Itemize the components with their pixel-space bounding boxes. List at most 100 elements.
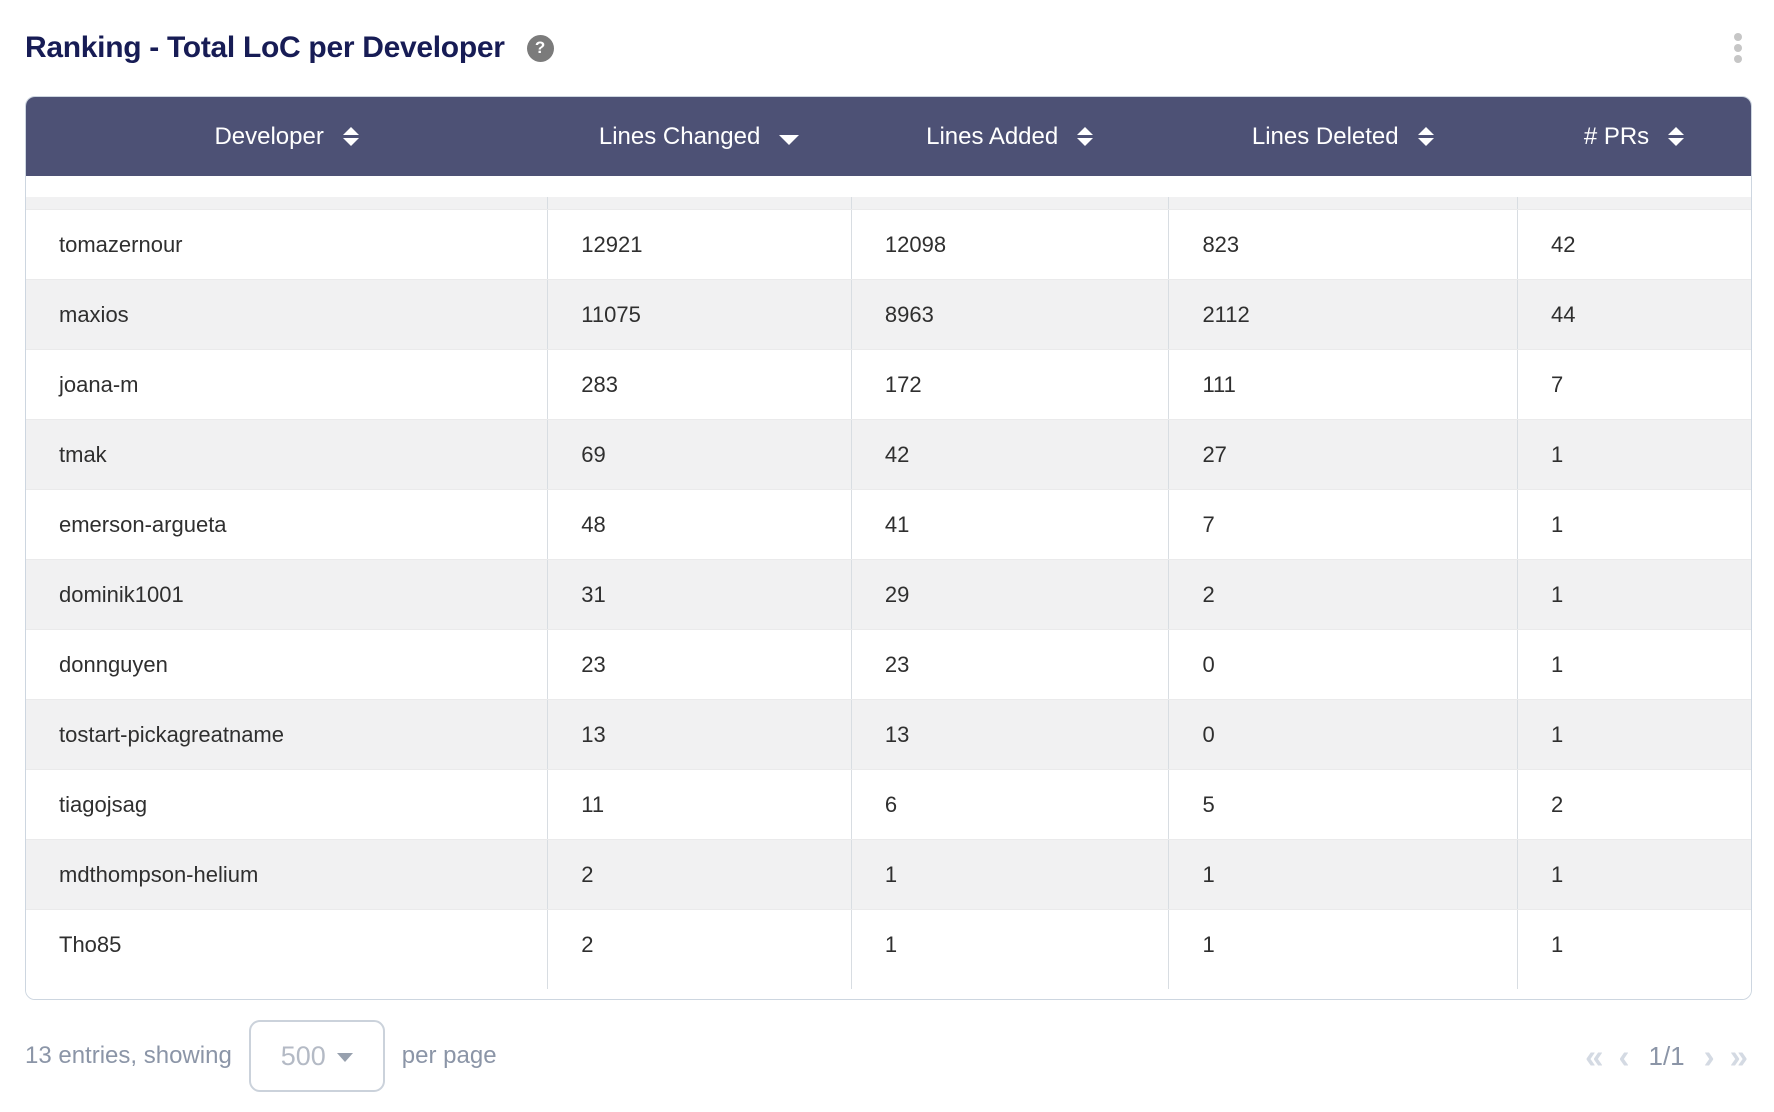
cell-developer: mdthompson-helium: [59, 861, 259, 887]
prev-page-button[interactable]: ‹: [1618, 1037, 1630, 1075]
ranking-table-card: Developer Lines Changed Lines Added Line…: [25, 96, 1752, 1000]
cell-prs: 1: [1517, 420, 1751, 489]
cell-prs: 1: [1517, 700, 1751, 769]
cell-prs: 1: [1517, 490, 1751, 559]
cell-lines-added: 13: [850, 700, 1169, 769]
page-indicator: 1/1: [1648, 1040, 1685, 1071]
cell-prs: 1: [1517, 630, 1751, 699]
table-row: tomazernour 12921 12098 823 42: [26, 209, 1751, 279]
column-header-lines-deleted[interactable]: Lines Deleted: [1168, 97, 1517, 176]
sort-icon: [342, 127, 359, 146]
cell-prs: 2: [1517, 770, 1751, 839]
cell-developer: joana-m: [59, 371, 139, 397]
cell-lines-deleted: 27: [1168, 420, 1517, 489]
per-page-label: per page: [401, 1042, 497, 1069]
page-size-value: 500: [280, 1040, 326, 1071]
cell-lines-deleted: 2112: [1168, 280, 1517, 349]
table-row: tostart-pickagreatname 13 13 0 1: [26, 699, 1751, 769]
cell-lines-deleted: 1: [1168, 840, 1517, 909]
page-size-select[interactable]: 500: [248, 1020, 385, 1092]
column-header-developer[interactable]: Developer: [26, 97, 547, 176]
cell-lines-changed: 69: [547, 420, 851, 489]
cell-prs: 42: [1517, 210, 1751, 279]
cell-lines-changed: 12921: [547, 210, 851, 279]
column-label: Developer: [214, 122, 324, 150]
cell-prs: 44: [1517, 280, 1751, 349]
widget-titlebar: Ranking - Total LoC per Developer ?: [0, 0, 1774, 96]
table-body[interactable]: tomazernour 12921 12098 823 42 maxios 11…: [26, 176, 1751, 999]
table-row: maxios 11075 8963 2112 44: [26, 279, 1751, 349]
partially-visible-row: [26, 197, 1751, 209]
cell-prs: 1: [1517, 840, 1751, 909]
column-label: Lines Deleted: [1251, 122, 1399, 150]
cell-lines-deleted: 7: [1168, 490, 1517, 559]
cell-lines-added: 8963: [850, 280, 1169, 349]
column-label: Lines Added: [926, 122, 1059, 150]
cell-prs: 1: [1517, 910, 1751, 979]
cell-lines-added: 12098: [850, 210, 1169, 279]
column-header-prs[interactable]: # PRs: [1517, 97, 1751, 176]
cell-developer: tostart-pickagreatname: [59, 721, 284, 747]
table-row: mdthompson-helium 2 1 1 1: [26, 839, 1751, 909]
table-row: dominik1001 31 29 2 1: [26, 559, 1751, 629]
chevron-down-icon: [336, 1053, 353, 1062]
cell-developer: maxios: [59, 301, 129, 327]
column-label: # PRs: [1583, 122, 1650, 150]
cell-lines-added: 42: [850, 420, 1169, 489]
table-row: joana-m 283 172 111 7: [26, 349, 1751, 419]
cell-lines-deleted: 0: [1168, 700, 1517, 769]
next-page-button[interactable]: ›: [1703, 1037, 1715, 1075]
cell-lines-added: 23: [850, 630, 1169, 699]
pagination: « ‹ 1/1 › »: [1585, 1040, 1748, 1073]
column-separator-stub: [26, 979, 1751, 989]
table-row: tmak 69 42 27 1: [26, 419, 1751, 489]
sort-icon: [1077, 127, 1094, 146]
cell-lines-changed: 2: [547, 910, 851, 979]
cell-lines-changed: 31: [547, 560, 851, 629]
cell-lines-added: 1: [850, 910, 1169, 979]
sort-icon: [1417, 127, 1434, 146]
column-header-lines-added[interactable]: Lines Added: [851, 97, 1169, 176]
cell-lines-deleted: 111: [1168, 350, 1517, 419]
cell-prs: 1: [1517, 560, 1751, 629]
cell-lines-added: 6: [850, 770, 1169, 839]
cell-lines-added: 41: [850, 490, 1169, 559]
cell-lines-added: 172: [850, 350, 1169, 419]
last-page-button[interactable]: »: [1729, 1037, 1748, 1075]
sort-desc-icon: [779, 134, 800, 145]
cell-lines-changed: 13: [547, 700, 851, 769]
cell-lines-deleted: 5: [1168, 770, 1517, 839]
table-footer: 13 entries, showing 500 per page « ‹ 1/1…: [25, 1020, 1748, 1092]
cell-developer: donnguyen: [59, 651, 168, 677]
cell-lines-changed: 48: [547, 490, 851, 559]
page-title: Ranking - Total LoC per Developer: [25, 31, 505, 64]
cell-developer: tiagojsag: [59, 791, 148, 817]
cell-lines-added: 1: [850, 840, 1169, 909]
help-icon[interactable]: ?: [526, 34, 554, 62]
column-header-lines-changed[interactable]: Lines Changed: [547, 97, 851, 176]
cell-developer: tmak: [59, 441, 107, 467]
cell-lines-deleted: 1: [1168, 910, 1517, 979]
table-header-row: Developer Lines Changed Lines Added Line…: [26, 97, 1751, 176]
cell-lines-changed: 23: [547, 630, 851, 699]
table-row: Tho85 2 1 1 1: [26, 909, 1751, 979]
cell-lines-added: 29: [850, 560, 1169, 629]
cell-lines-changed: 283: [547, 350, 851, 419]
cell-lines-deleted: 2: [1168, 560, 1517, 629]
cell-lines-changed: 11: [547, 770, 851, 839]
column-label: Lines Changed: [598, 122, 761, 150]
kebab-menu-icon[interactable]: [1728, 27, 1748, 69]
table-row: emerson-argueta 48 41 7 1: [26, 489, 1751, 559]
first-page-button[interactable]: «: [1585, 1037, 1604, 1075]
cell-lines-deleted: 823: [1168, 210, 1517, 279]
cell-prs: 7: [1517, 350, 1751, 419]
sort-icon: [1668, 127, 1685, 146]
table-row: tiagojsag 11 6 5 2: [26, 769, 1751, 839]
cell-developer: tomazernour: [59, 231, 183, 257]
cell-lines-changed: 2: [547, 840, 851, 909]
cell-developer: Tho85: [59, 931, 122, 957]
cell-developer: emerson-argueta: [59, 511, 227, 537]
cell-developer: dominik1001: [59, 581, 184, 607]
cell-lines-deleted: 0: [1168, 630, 1517, 699]
table-row: donnguyen 23 23 0 1: [26, 629, 1751, 699]
